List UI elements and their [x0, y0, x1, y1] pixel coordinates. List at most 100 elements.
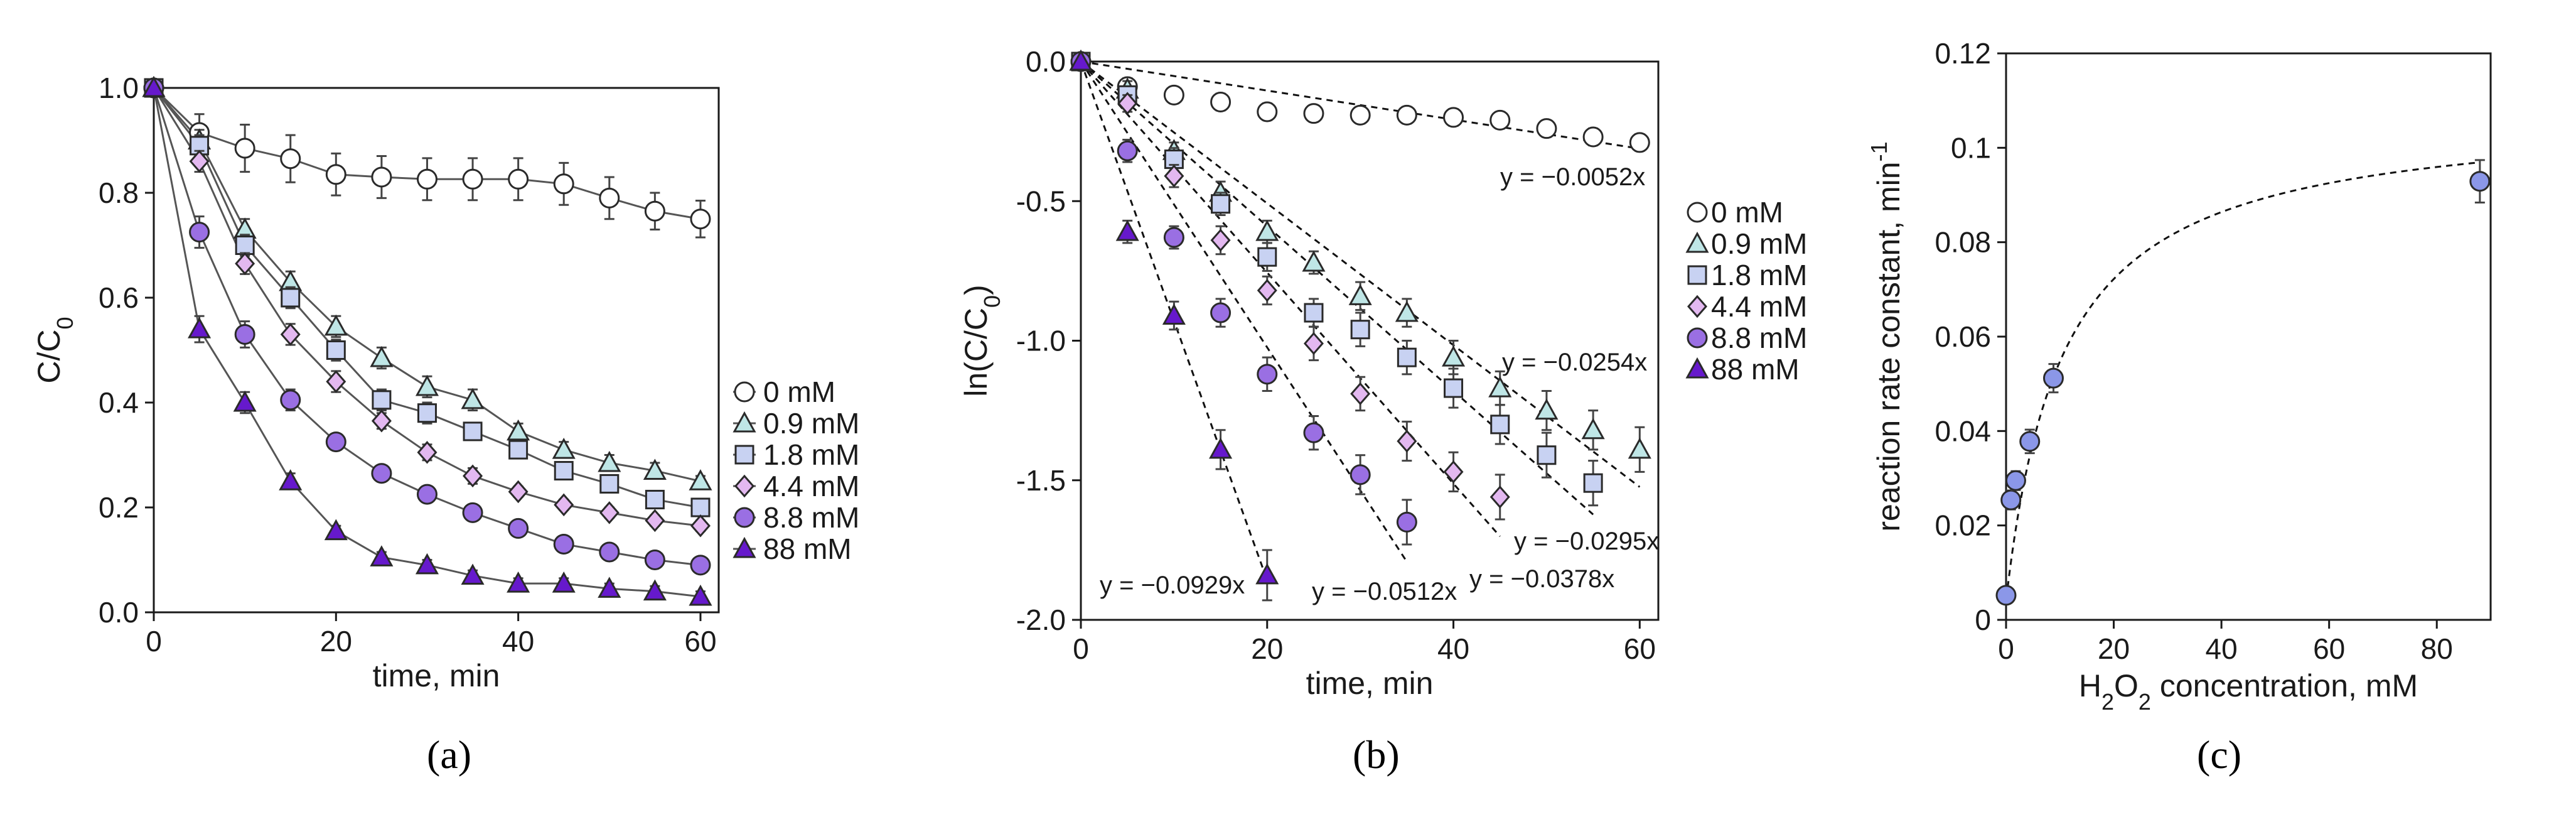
- data-point: [189, 222, 210, 243]
- legend-label: 1.8 mM: [763, 438, 859, 471]
- fit-line-b-1: [1080, 60, 1641, 488]
- x-tick-label: 40: [502, 625, 534, 658]
- data-point: [553, 173, 574, 195]
- y-tick-label: 0.2: [99, 491, 139, 524]
- data-point: [2000, 489, 2022, 511]
- y-axis-label: ln(C/C0): [958, 284, 1005, 396]
- x-tick-label: 20: [1251, 632, 1283, 665]
- x-tick-label: 0: [1998, 632, 2014, 665]
- data-point: [235, 252, 255, 276]
- data-point: [189, 149, 210, 173]
- plot-frame-c: [2005, 52, 2492, 621]
- data-point: [461, 563, 485, 585]
- data-point: [643, 579, 667, 601]
- data-point: [462, 168, 483, 190]
- data-point: [1537, 445, 1557, 465]
- series-b-88-mM: [1069, 49, 1279, 602]
- data-point: [599, 187, 620, 208]
- data-point: [1489, 485, 1510, 509]
- x-tick-label: 0: [146, 625, 162, 658]
- y-tick-label: 0.08: [1935, 226, 1991, 259]
- data-point: [1442, 345, 1466, 367]
- y-tick-label: 0.4: [99, 386, 139, 419]
- data-point: [554, 493, 574, 517]
- series-a-0-9-mM: [142, 75, 712, 490]
- data-point: [280, 323, 301, 346]
- data-point: [371, 166, 392, 188]
- data-point: [234, 323, 255, 345]
- x-tick-label: 20: [320, 625, 352, 658]
- data-point: [598, 577, 621, 598]
- data-point: [1488, 376, 1512, 398]
- data-point: [644, 200, 665, 222]
- x-tick-label: 40: [1437, 632, 1469, 665]
- chart-c: 0 20 40 60 80 0 0.02 0.04 0.06 0.08 0.1 0.12 H2O2 co…: [1866, 37, 2492, 715]
- data-point: [1443, 460, 1464, 484]
- data-point: [1257, 364, 1278, 385]
- data-point: [235, 236, 255, 255]
- data-point: [689, 469, 712, 490]
- series-b-8-8-mM: [1070, 51, 1417, 546]
- data-point: [1395, 300, 1419, 322]
- x-tick-label: 20: [2098, 632, 2130, 665]
- panel-label-a: (a): [427, 732, 472, 777]
- data-point: [1995, 585, 2017, 606]
- data-point: [1117, 140, 1138, 161]
- legend-marker: [734, 445, 754, 465]
- data-point: [508, 168, 529, 190]
- data-point: [1397, 430, 1417, 453]
- y-tick-label: -2.0: [1016, 604, 1066, 636]
- data-point: [1583, 473, 1603, 493]
- y-tick-label: 0.02: [1935, 509, 1991, 542]
- data-point: [1163, 84, 1184, 106]
- data-point: [415, 374, 439, 396]
- data-point: [1302, 250, 1326, 272]
- series-a-88-mM: [142, 75, 712, 606]
- data-point: [417, 441, 437, 464]
- y-axis-label: reaction rate constant, min-1: [1866, 141, 1907, 531]
- data-point: [1210, 91, 1232, 112]
- chart-a: 0 20 40 60 0.0 0.2 0.4 0.6 0.8 1.0 time, min C/C0 0 …: [31, 72, 859, 693]
- data-point: [645, 489, 665, 509]
- data-point: [1628, 437, 1651, 459]
- series-a-4-4-mM: [144, 76, 711, 538]
- data-point: [1163, 227, 1184, 248]
- legend-marker: [1687, 327, 1708, 349]
- data-point: [1350, 464, 1371, 485]
- legend-label: 0.9 mM: [1711, 227, 1807, 260]
- data-point: [371, 409, 392, 433]
- data-point: [599, 474, 620, 494]
- data-point: [554, 461, 574, 481]
- data-point: [461, 387, 485, 409]
- data-point: [690, 555, 711, 576]
- data-point: [552, 571, 576, 593]
- data-point: [1396, 104, 1417, 126]
- data-point: [1164, 164, 1184, 188]
- data-point: [1257, 101, 1278, 122]
- data-point: [690, 514, 711, 538]
- data-point: [1209, 437, 1233, 459]
- data-point: [1115, 220, 1139, 241]
- fit-equation-label: y = −0.0295x: [1514, 528, 1659, 555]
- legend-marker: [1687, 295, 1707, 318]
- x-tick-label: 60: [2313, 632, 2345, 665]
- data-point: [1444, 378, 1464, 398]
- x-axis-label: time, min: [373, 658, 500, 693]
- data-point: [417, 403, 437, 423]
- data-point: [326, 340, 346, 360]
- y-tick-label: -0.5: [1016, 185, 1066, 217]
- data-point: [233, 390, 257, 412]
- y-tick-label: 0.04: [1935, 414, 1991, 447]
- data-point: [1582, 126, 1604, 148]
- series-b-4-4-mM: [1071, 50, 1510, 521]
- data-point: [599, 501, 620, 524]
- legend-label: 4.4 mM: [763, 470, 859, 502]
- y-tick-label: 0.8: [99, 176, 139, 209]
- data-point: [280, 148, 301, 170]
- fit-line-b-2: [1080, 60, 1594, 516]
- x-axis-label: H2O2 concentration, mM: [2079, 668, 2418, 715]
- data-point: [234, 138, 255, 159]
- data-point: [2005, 470, 2026, 491]
